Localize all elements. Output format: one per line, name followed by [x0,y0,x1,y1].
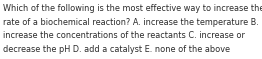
Text: decrease the pH D. add a catalyst E. none of the above: decrease the pH D. add a catalyst E. non… [3,45,230,54]
Text: Which of the following is the most effective way to increase the: Which of the following is the most effec… [3,4,262,13]
Text: increase the concentrations of the reactants C. increase or: increase the concentrations of the react… [3,31,245,40]
Text: rate of a biochemical reaction? A. increase the temperature B.: rate of a biochemical reaction? A. incre… [3,18,259,27]
